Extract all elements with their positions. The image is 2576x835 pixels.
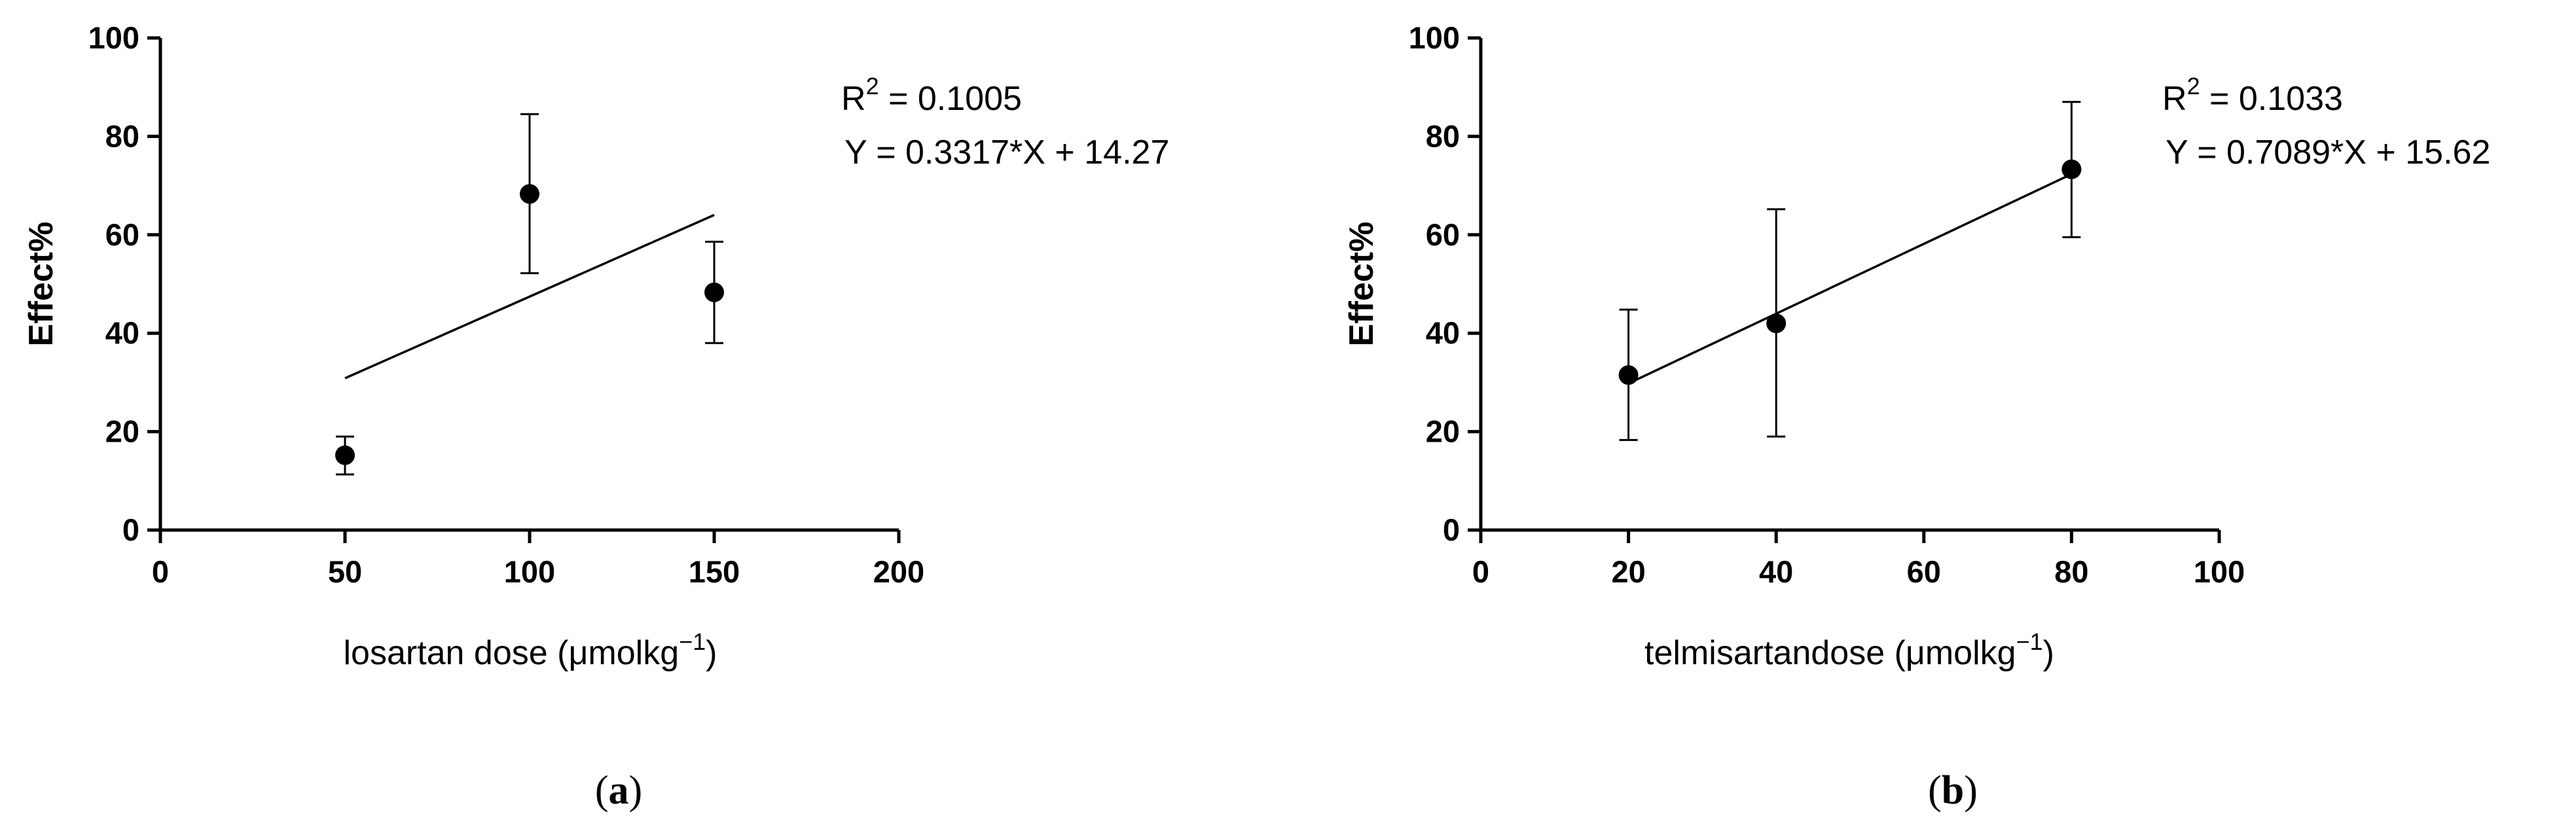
y-tick-label: 40 (105, 315, 139, 350)
x-tick-label: 60 (1907, 554, 1941, 589)
data-point (1766, 313, 1787, 334)
y-tick-label: 0 (1443, 512, 1460, 547)
x-tick-label: 100 (2194, 554, 2245, 589)
y-axis-title: Effect% (22, 222, 60, 347)
data-point (520, 184, 539, 204)
x-tick-label: 80 (2054, 554, 2088, 589)
y-tick-label: 40 (1426, 315, 1460, 350)
x-tick-label: 0 (1472, 554, 1489, 589)
y-tick-label: 80 (1426, 118, 1460, 153)
y-tick-label: 20 (1426, 414, 1460, 449)
r-squared-label: R2 = 0.1033 (2162, 73, 2343, 118)
r-squared-label: R2 = 0.1005 (841, 73, 1022, 118)
y-tick-label: 80 (105, 118, 139, 153)
x-tick-label: 150 (689, 554, 740, 589)
x-axis-title: losartan dose (μmolkg−1) (343, 628, 717, 672)
chart-panel-b: 0 20 40 60 80 100 0 20 40 60 80 100 Effect% telmisart… (1343, 20, 2490, 813)
y-tick-label: 0 (122, 512, 139, 547)
x-axis-title: telmisartandose (μmolkg−1) (1644, 628, 2054, 672)
panel-caption: (b) (1928, 768, 1978, 813)
y-axis-title: Effect% (1343, 222, 1381, 347)
y-tick-label: 60 (1426, 217, 1460, 252)
chart-panel-a: 0 20 40 60 80 100 0 50 100 150 200 Effect% losartan … (22, 20, 1169, 813)
data-point (335, 445, 355, 465)
data-point (1618, 365, 1639, 385)
x-tick-label: 100 (504, 554, 555, 589)
x-tick-label: 50 (328, 554, 362, 589)
fit-line (1627, 173, 2073, 385)
x-tick-label: 0 (152, 554, 169, 589)
x-tick-label: 200 (873, 554, 924, 589)
fit-line (344, 213, 715, 380)
x-tick-label: 40 (1759, 554, 1793, 589)
y-tick-label: 100 (1409, 20, 1460, 55)
y-tick-label: 20 (105, 414, 139, 449)
y-tick-label: 60 (105, 217, 139, 252)
data-point (704, 282, 724, 302)
y-tick-label: 100 (88, 20, 139, 55)
panel-caption: (a) (595, 768, 642, 813)
data-point (2061, 159, 2082, 179)
regression-equation: Y = 0.3317*X + 14.27 (844, 133, 1169, 171)
regression-equation: Y = 0.7089*X + 15.62 (2166, 133, 2490, 171)
x-tick-label: 20 (1611, 554, 1645, 589)
